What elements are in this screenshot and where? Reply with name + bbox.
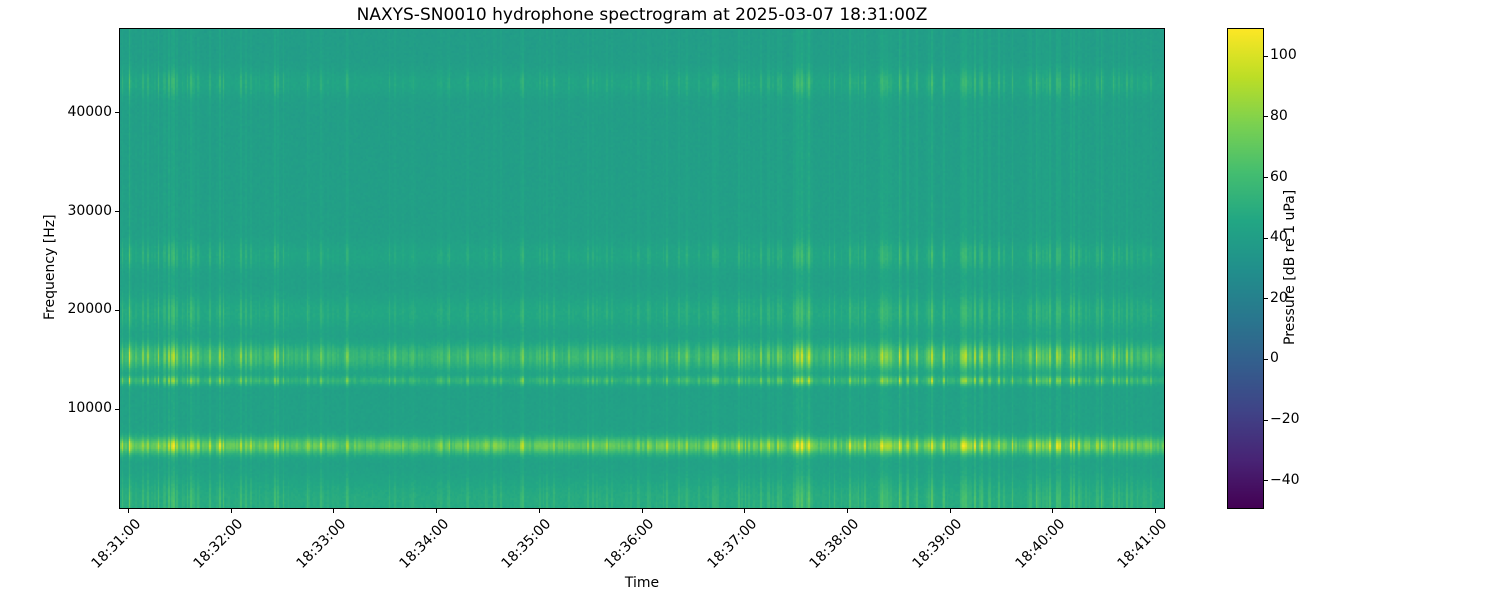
tick-mark xyxy=(1264,419,1268,421)
colorbar-tick-label: 100 xyxy=(1270,47,1297,64)
tick-mark xyxy=(1154,509,1156,513)
tick-mark xyxy=(846,509,848,513)
tick-mark xyxy=(1264,116,1268,118)
x-tick-label: 18:36:00 xyxy=(601,516,658,572)
spectrogram-heatmap-canvas xyxy=(120,29,1164,508)
tick-mark xyxy=(949,509,951,513)
x-tick-label: 18:41:00 xyxy=(1114,516,1171,572)
tick-mark xyxy=(1264,55,1268,57)
x-tick-label: 18:39:00 xyxy=(909,516,966,572)
tick-mark xyxy=(333,509,335,513)
colorbar-tick-label: −20 xyxy=(1270,411,1300,428)
tick-mark xyxy=(115,408,119,410)
chart-title: NAXYS-SN0010 hydrophone spectrogram at 2… xyxy=(356,5,928,25)
tick-mark xyxy=(115,211,119,213)
x-tick-label: 18:38:00 xyxy=(806,516,863,572)
y-tick-label: 40000 xyxy=(67,103,112,120)
tick-mark xyxy=(115,309,119,311)
tick-mark xyxy=(436,509,438,513)
tick-mark xyxy=(1264,237,1268,239)
tick-mark xyxy=(1264,358,1268,360)
tick-mark xyxy=(1052,509,1054,513)
tick-mark xyxy=(230,509,232,513)
colorbar-label: Pressure [dB re 1 uPa] xyxy=(1282,189,1298,346)
tick-mark xyxy=(1264,298,1268,300)
x-tick-label: 18:37:00 xyxy=(704,516,761,572)
tick-mark xyxy=(1264,177,1268,179)
y-axis-label: Frequency [Hz] xyxy=(42,214,58,321)
x-tick-label: 18:31:00 xyxy=(88,516,144,572)
colorbar-tick-label: −40 xyxy=(1270,471,1300,488)
tick-mark xyxy=(538,509,540,513)
x-tick-label: 18:32:00 xyxy=(190,516,247,572)
colorbar-tick-label: 80 xyxy=(1270,107,1288,124)
tick-mark xyxy=(744,509,746,513)
x-tick-label: 18:34:00 xyxy=(396,516,452,572)
colorbar-tick-label: 20 xyxy=(1270,289,1288,306)
y-tick-label: 10000 xyxy=(67,400,112,417)
tick-mark xyxy=(115,112,119,114)
colorbar-tick-label: 40 xyxy=(1270,229,1288,246)
colorbar-tick-label: 60 xyxy=(1270,168,1288,185)
x-tick-label: 18:33:00 xyxy=(293,516,350,572)
tick-mark xyxy=(128,509,130,513)
colorbar xyxy=(1227,28,1264,509)
colorbar-gradient-canvas xyxy=(1228,29,1263,508)
colorbar-tick-label: 0 xyxy=(1270,350,1279,367)
y-tick-label: 30000 xyxy=(67,202,112,219)
tick-mark xyxy=(641,509,643,513)
y-tick-label: 20000 xyxy=(67,301,112,318)
plot-area xyxy=(119,28,1165,509)
tick-mark xyxy=(1264,480,1268,482)
x-axis-label: Time xyxy=(624,575,660,591)
x-tick-label: 18:35:00 xyxy=(498,516,555,572)
x-tick-label: 18:40:00 xyxy=(1012,516,1069,572)
